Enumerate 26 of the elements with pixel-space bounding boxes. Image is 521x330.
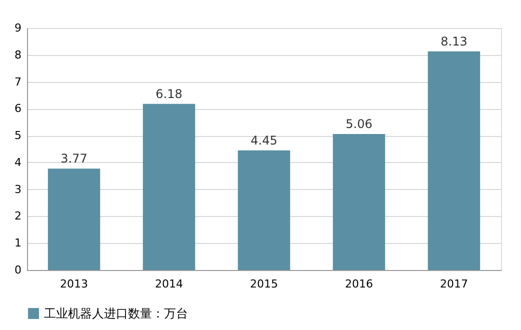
y-tick-label: 5: [14, 129, 22, 142]
legend-label: 工业机器人进口数量：万台: [44, 306, 188, 320]
y-tick-label: 2: [14, 210, 22, 223]
y-tick-label: 6: [14, 102, 22, 116]
y-tick-label: 3: [14, 182, 22, 196]
y-tick-label: 0: [14, 264, 22, 276]
bar: [428, 51, 480, 270]
bar: [48, 168, 100, 270]
y-tick-label: 8: [14, 48, 22, 62]
y-tick-label: 7: [14, 75, 22, 88]
data-label: 4.45: [250, 133, 278, 148]
data-label: 5.06: [346, 116, 372, 131]
x-tick-label: 2014: [155, 278, 184, 290]
x-tick-label: 2013: [60, 278, 88, 290]
x-tick-label: 2017: [440, 278, 468, 290]
y-tick-label: 4: [14, 156, 22, 169]
bar: [142, 104, 196, 270]
y-tick-label: 1: [14, 236, 22, 250]
bar: [238, 150, 290, 270]
x-tick-label: 2016: [344, 278, 373, 290]
x-tick-label: 2015: [250, 278, 278, 290]
data-label: 8.13: [440, 34, 468, 48]
y-tick-label: 9: [14, 22, 22, 34]
data-label: 3.77: [60, 152, 88, 166]
data-label: 6.18: [156, 86, 182, 101]
bar: [332, 134, 386, 270]
